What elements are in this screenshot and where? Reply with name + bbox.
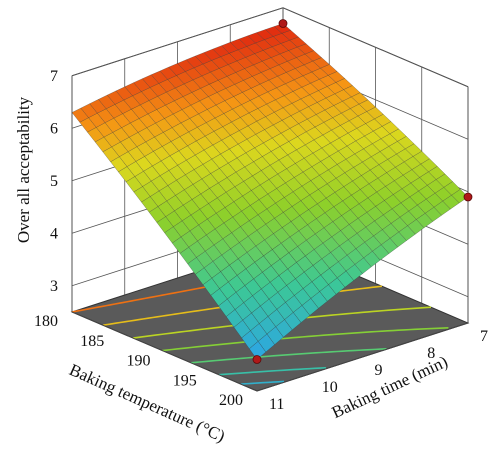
temperature-tick-label: 185: [80, 333, 104, 350]
contour-line-2: [190, 348, 387, 364]
design-point-0: [278, 19, 288, 28]
z-tick-label: 4: [50, 225, 58, 242]
design-point-1: [463, 192, 473, 202]
time-tick-label: 7: [480, 328, 488, 345]
temperature-tick-label: 195: [173, 372, 197, 389]
temperature-axis-title: Baking temperature (°C): [67, 360, 228, 446]
design-point-2: [252, 355, 262, 364]
contour-line-1: [218, 366, 326, 376]
tick-labels: 3 4 5 6 7 180 185 190 195 200 11 10 9 8 7: [34, 68, 488, 413]
z-tick-label: 6: [50, 120, 58, 137]
surface-cell: [71, 107, 89, 123]
floor-front-edges: [71, 311, 469, 392]
time-tick-label: 8: [427, 345, 435, 362]
z-axis-title: Over all acceptability: [14, 96, 33, 243]
response-surface: [71, 23, 469, 360]
time-tick-label: 11: [269, 396, 284, 413]
z-tick-label: 5: [50, 173, 58, 190]
z-tick-label: 7: [50, 68, 58, 85]
time-tick-label: 10: [322, 379, 338, 396]
time-tick-label: 9: [375, 362, 383, 379]
design-points: [252, 19, 473, 364]
temperature-tick-label: 190: [127, 353, 151, 370]
temperature-tick-label: 180: [34, 313, 58, 330]
z-tick-label: 3: [50, 278, 58, 295]
temperature-tick-label: 200: [219, 392, 243, 409]
contour-line-3: [162, 327, 449, 352]
contour-line-0: [240, 380, 285, 385]
